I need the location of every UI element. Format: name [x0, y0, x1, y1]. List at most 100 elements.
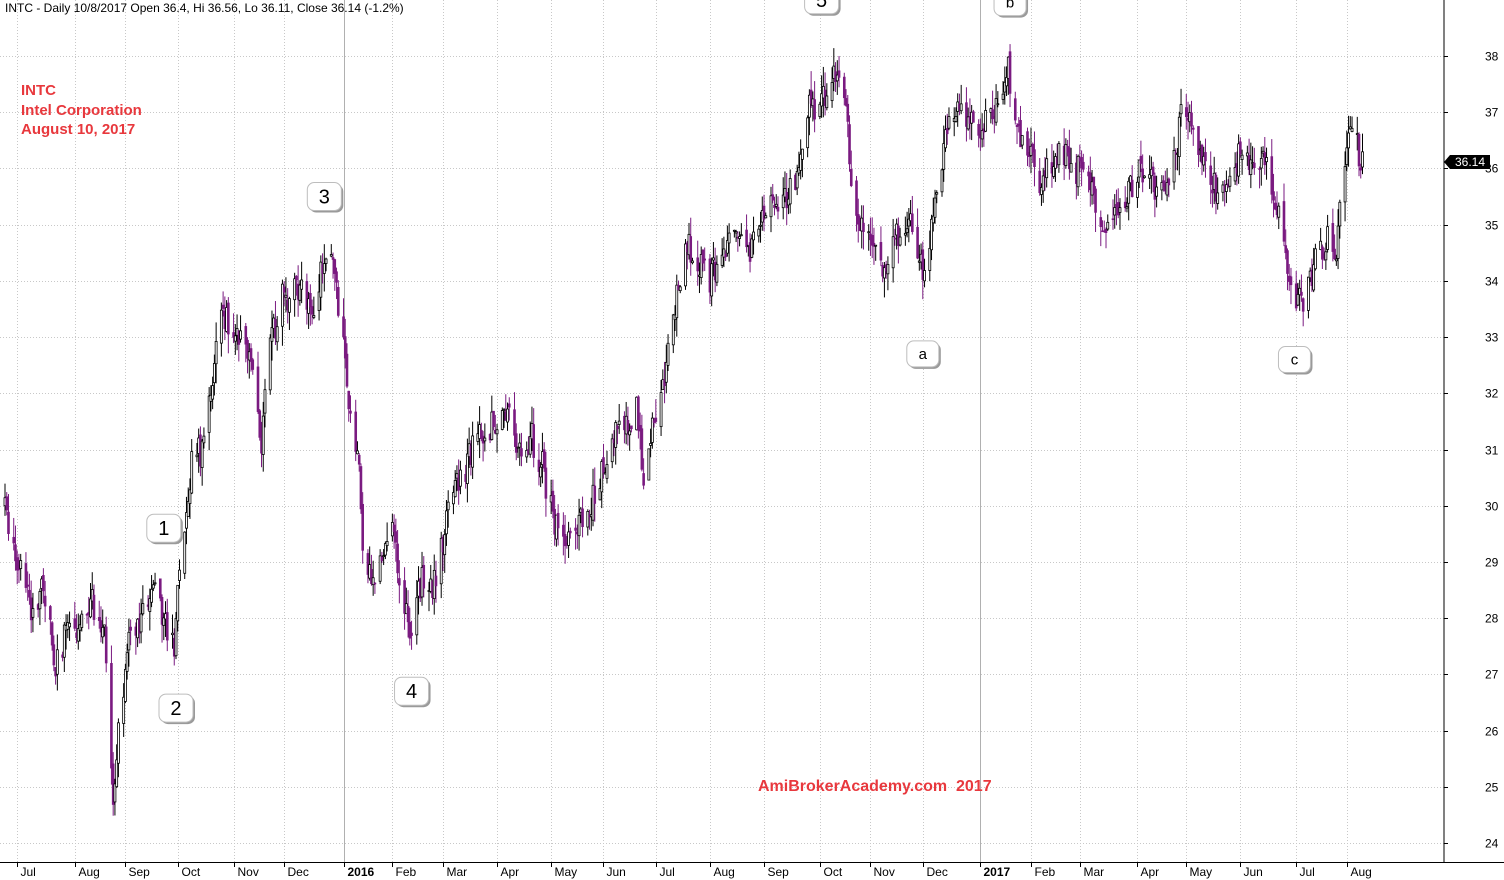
- x-tick-label: May: [1190, 865, 1213, 879]
- candle: [176, 584, 180, 632]
- candle: [820, 75, 823, 118]
- candle: [724, 250, 727, 262]
- candle-body: [626, 420, 630, 432]
- candle-body: [354, 411, 358, 452]
- candle-body: [232, 332, 235, 338]
- candle-body: [1225, 184, 1228, 192]
- candle-body: [684, 243, 687, 287]
- candle: [239, 315, 242, 343]
- candle-body: [818, 103, 822, 117]
- candle-body: [980, 130, 984, 140]
- candle-body: [345, 353, 349, 387]
- candle-body: [1343, 166, 1347, 203]
- candle: [1008, 44, 1012, 108]
- candle: [1237, 134, 1241, 184]
- candle: [1069, 147, 1073, 173]
- candle-body: [574, 527, 577, 531]
- wave-label-5: 5: [804, 0, 841, 16]
- candle-body: [830, 82, 834, 102]
- candle: [750, 234, 754, 259]
- candle: [183, 531, 187, 580]
- wave-label-text: 2: [170, 698, 181, 720]
- candle: [1127, 177, 1131, 221]
- wave-label-text: 1: [158, 518, 169, 540]
- candle-body: [270, 327, 274, 342]
- candle: [1214, 172, 1218, 215]
- candle-body: [923, 270, 926, 282]
- candle-body: [284, 294, 288, 298]
- candle-body: [446, 501, 450, 511]
- candle: [738, 231, 741, 247]
- candle-body: [317, 291, 321, 311]
- candle: [345, 343, 349, 389]
- candle: [506, 402, 509, 431]
- candle-body: [813, 99, 816, 120]
- candle: [5, 492, 9, 516]
- candle-body: [724, 253, 727, 258]
- candle: [930, 214, 933, 261]
- candle-body: [1141, 168, 1144, 183]
- candle-body: [518, 442, 522, 448]
- candle: [1286, 248, 1289, 291]
- candle: [874, 244, 878, 261]
- candle-body: [931, 215, 935, 224]
- candle: [1273, 196, 1277, 211]
- candle: [610, 433, 614, 469]
- candle-body: [258, 410, 262, 438]
- candle: [62, 621, 66, 673]
- candle-body: [214, 341, 218, 365]
- candle: [1111, 199, 1115, 230]
- candle: [1313, 243, 1317, 271]
- candle: [628, 423, 632, 451]
- candle-body: [649, 442, 653, 446]
- candle-body: [300, 279, 304, 290]
- candle: [825, 83, 829, 111]
- candle: [907, 207, 911, 243]
- candle-body: [849, 169, 853, 186]
- candle-body: [691, 260, 694, 264]
- candle: [26, 571, 29, 601]
- candle-body: [1324, 251, 1328, 261]
- candle: [867, 224, 871, 251]
- candle-body: [513, 409, 516, 436]
- candle-body: [331, 257, 335, 260]
- candle: [1350, 116, 1354, 133]
- candle: [1092, 176, 1096, 205]
- candle-body: [1361, 151, 1364, 168]
- candle-body: [324, 258, 328, 264]
- candle: [514, 423, 518, 461]
- wave-label-a: a: [906, 340, 941, 369]
- candle-body: [903, 232, 907, 236]
- candle: [1204, 138, 1207, 178]
- candle-body: [738, 236, 741, 239]
- candle: [331, 252, 335, 279]
- candle: [453, 470, 457, 498]
- candle: [638, 412, 642, 450]
- y-tick-label: 29: [1485, 556, 1499, 570]
- candle: [1265, 147, 1268, 180]
- candle: [586, 509, 590, 536]
- candle: [43, 580, 47, 623]
- candle-body: [752, 231, 755, 241]
- candle-body: [403, 580, 406, 614]
- candle: [275, 316, 279, 351]
- candle-body: [977, 124, 980, 136]
- candle: [465, 438, 469, 503]
- candle-body: [1233, 167, 1237, 182]
- candle: [757, 225, 761, 243]
- candle-body: [256, 366, 260, 412]
- y-tick-label: 30: [1485, 500, 1499, 514]
- candle: [977, 119, 980, 148]
- candle-body: [1214, 174, 1218, 202]
- candle: [15, 550, 19, 585]
- price-tag-background: [1444, 155, 1490, 169]
- candle-body: [50, 622, 54, 646]
- wave-label-box: [146, 513, 182, 543]
- candle-body: [31, 608, 35, 618]
- candle: [434, 560, 438, 603]
- candle-body: [1019, 119, 1022, 148]
- candle-body: [893, 237, 897, 240]
- candle-body: [1123, 201, 1127, 209]
- candle: [1015, 123, 1019, 145]
- candle: [664, 344, 668, 394]
